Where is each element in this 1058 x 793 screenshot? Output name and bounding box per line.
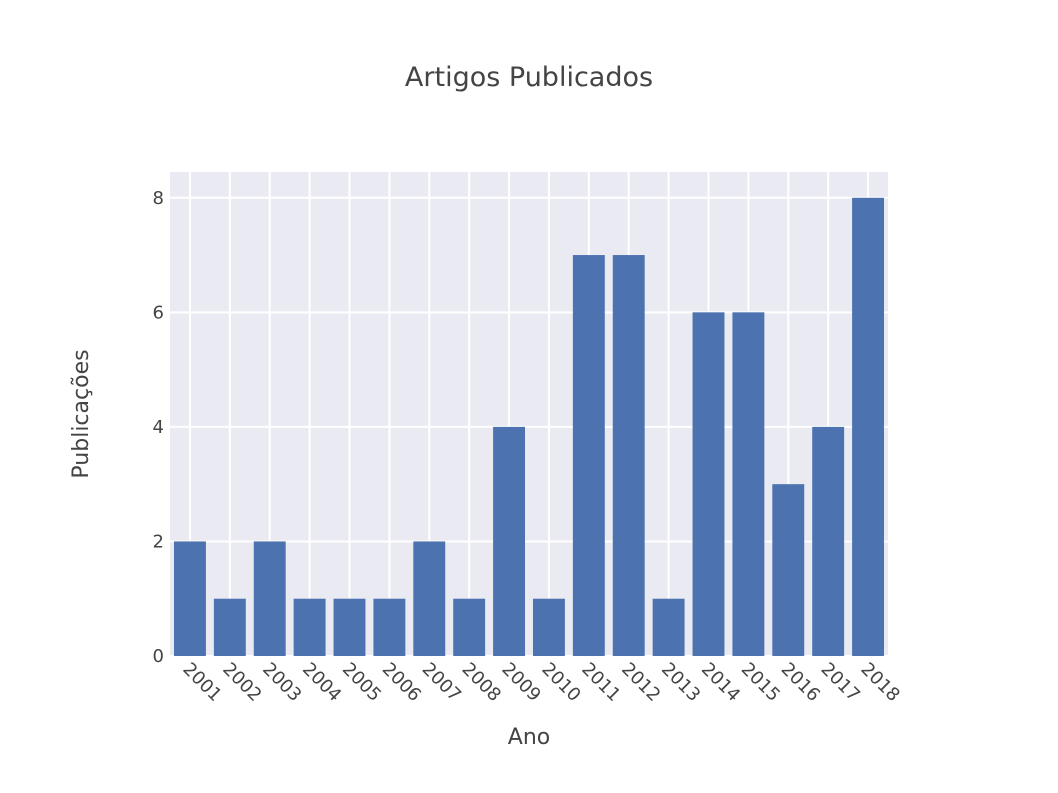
bar-2008 (453, 598, 486, 656)
y-tick-labels: 0 2 4 6 8 (153, 188, 164, 667)
x-tick-label: 2006 (378, 659, 425, 706)
bar-2014 (692, 312, 725, 656)
x-tick-label: 2008 (458, 659, 505, 706)
bar-2005 (333, 598, 366, 656)
bar-2007 (413, 541, 446, 656)
x-tick-label: 2017 (817, 659, 864, 706)
x-tick-label: 2002 (218, 659, 265, 706)
x-tick-label: 2004 (298, 659, 345, 706)
bar-2006 (373, 598, 406, 656)
bar-2003 (253, 541, 286, 656)
x-tick-label: 2014 (697, 659, 744, 706)
y-tick-label: 0 (153, 646, 164, 667)
x-tick-label: 2013 (657, 659, 704, 706)
chart-title: Artigos Publicados (405, 62, 653, 93)
x-tick-label: 2010 (537, 659, 584, 706)
bar-2013 (652, 598, 685, 656)
bars (173, 197, 885, 656)
x-tick-label: 2005 (338, 659, 385, 706)
x-tick-label: 2018 (857, 659, 904, 706)
y-tick-label: 2 (153, 531, 164, 552)
bar-2016 (772, 484, 805, 656)
bar-2012 (612, 255, 645, 656)
y-tick-label: 4 (153, 417, 164, 438)
x-tick-label: 2007 (418, 659, 465, 706)
x-tick-label: 2011 (577, 659, 624, 706)
x-tick-label: 2003 (258, 659, 305, 706)
bar-2018 (852, 197, 885, 656)
y-tick-label: 8 (153, 188, 164, 209)
x-tick-label: 2012 (617, 659, 664, 706)
x-tick-label: 2015 (737, 659, 784, 706)
x-tick-label: 2009 (498, 659, 545, 706)
x-tick-label: 2016 (777, 659, 824, 706)
bar-2009 (493, 426, 526, 656)
bar-2011 (572, 255, 605, 656)
y-tick-label: 6 (153, 302, 164, 323)
plot-area (170, 172, 888, 656)
x-axis-title: Ano (508, 725, 550, 750)
bar-2002 (213, 598, 246, 656)
x-tick-labels: 2001200220032004200520062007200820092010… (178, 659, 903, 706)
bar-2015 (732, 312, 765, 656)
bar-2010 (532, 598, 565, 656)
bar-2017 (812, 426, 845, 656)
y-axis-title: Publicações (69, 349, 94, 478)
x-tick-label: 2001 (178, 659, 225, 706)
bar-2004 (293, 598, 326, 656)
bar-2001 (173, 541, 206, 656)
